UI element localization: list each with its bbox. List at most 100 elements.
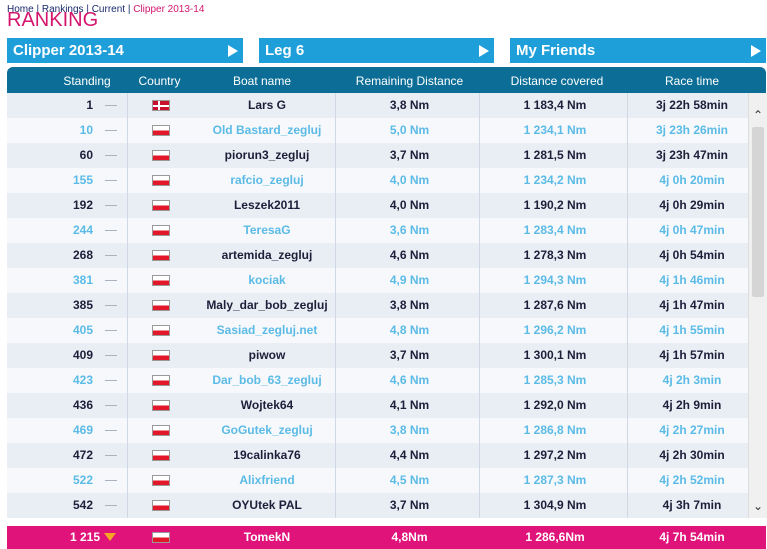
race-time-cell: 4j 2h 3min xyxy=(662,373,722,387)
standing-cell: 1 xyxy=(86,98,93,112)
table-row[interactable]: 10 Old Bastard_zegluj 5,0 Nm 1 234,1 Nm 3j 2… xyxy=(7,118,748,143)
race-time-cell: 4j 3h 7min xyxy=(662,498,722,512)
country-cell xyxy=(152,218,170,243)
col-race-time[interactable]: Race time xyxy=(664,74,720,88)
boat-name-cell[interactable]: rafcio_zegluj xyxy=(230,173,304,187)
breadcrumb-rankings[interactable]: Rankings xyxy=(41,4,84,15)
poland-flag-icon xyxy=(152,175,170,186)
boat-name-cell[interactable]: piwow xyxy=(248,348,286,362)
boat-name-cell[interactable]: Dar_bob_63_zegluj xyxy=(212,373,322,387)
table-row[interactable]: 409 piwow 3,7 Nm 1 300,1 Nm 4j 1h 57min xyxy=(7,343,748,368)
boat-name-cell[interactable]: Sasiad_zegluj.net xyxy=(216,323,318,337)
standing-cell: 469 xyxy=(72,423,93,437)
remaining-cell: 5,0 Nm xyxy=(389,123,430,137)
table-row[interactable]: 192 Leszek2011 4,0 Nm 1 190,2 Nm 4j 0h 29min xyxy=(7,193,748,218)
col-country[interactable]: Country xyxy=(138,74,181,88)
table-row[interactable]: 155 rafcio_zegluj 4,0 Nm 1 234,2 Nm 4j 0h 20… xyxy=(7,168,748,193)
covered-cell: 1 278,3 Nm xyxy=(523,248,587,262)
boat-name-cell[interactable]: artemida_zegluj xyxy=(221,248,313,262)
standing-cell: 409 xyxy=(72,348,93,362)
breadcrumb-current[interactable]: Current xyxy=(91,4,126,15)
covered-cell: 1 183,4 Nm xyxy=(523,98,587,112)
standing-cell: 542 xyxy=(72,498,93,512)
country-cell xyxy=(152,368,170,393)
poland-flag-icon xyxy=(152,300,170,311)
rank-change-icon xyxy=(105,130,117,131)
breadcrumb-sep: | xyxy=(125,4,134,15)
rank-change-icon xyxy=(105,455,117,456)
table-row[interactable]: 244 TeresaG 3,6 Nm 1 283,4 Nm 4j 0h 47min xyxy=(7,218,748,243)
race-time-cell: 4j 2h 27min xyxy=(659,423,725,437)
boat-name-cell[interactable]: Leszek2011 xyxy=(233,198,301,212)
poland-flag-icon xyxy=(152,225,170,236)
country-cell xyxy=(152,493,170,518)
table-row[interactable]: 423 Dar_bob_63_zegluj 4,6 Nm 1 285,3 Nm 4j 2… xyxy=(7,368,748,393)
country-cell xyxy=(152,118,170,143)
boat-name-cell[interactable]: Alixfriend xyxy=(239,473,295,487)
poland-flag-icon xyxy=(152,475,170,486)
filter-selector[interactable]: My Friends xyxy=(510,38,766,63)
boat-name-cell[interactable]: kociak xyxy=(248,273,286,287)
remaining-cell: 4,4 Nm xyxy=(389,448,430,462)
rank-change-icon xyxy=(105,230,117,231)
rank-down-icon xyxy=(104,533,116,541)
rank-change-icon xyxy=(105,405,117,406)
scroll-thumb[interactable] xyxy=(752,127,764,297)
leg-selector[interactable]: Leg 6 xyxy=(259,38,494,63)
country-cell xyxy=(152,243,170,268)
rank-change-icon xyxy=(105,330,117,331)
race-selector[interactable]: Clipper 2013-14 xyxy=(7,38,243,63)
race-selector-label: Clipper 2013-14 xyxy=(13,42,124,59)
covered-cell: 1 287,3 Nm xyxy=(523,473,587,487)
table-row[interactable]: 385 Maly_dar_bob_zegluj 3,8 Nm 1 287,6 Nm 4j… xyxy=(7,293,748,318)
poland-flag-icon xyxy=(152,532,170,543)
table-row[interactable]: 522 Alixfriend 4,5 Nm 1 287,3 Nm 4j 2h 52min xyxy=(7,468,748,493)
table-row[interactable]: 542 OYUtek PAL 3,7 Nm 1 304,9 Nm 4j 3h 7min xyxy=(7,493,748,518)
covered-cell: 1 285,3 Nm xyxy=(523,373,587,387)
country-cell xyxy=(152,193,170,218)
race-time-cell: 4j 0h 54min xyxy=(659,248,725,262)
boat-name-cell[interactable]: GoGutek_zegluj xyxy=(221,423,313,437)
table-row[interactable]: 381 kociak 4,9 Nm 1 294,3 Nm 4j 1h 46min xyxy=(7,268,748,293)
boat-name-cell[interactable]: Lars G xyxy=(247,98,286,112)
col-boat-name[interactable]: Boat name xyxy=(232,74,292,88)
rank-change-icon xyxy=(105,305,117,306)
remaining-cell: 3,8 Nm xyxy=(389,298,430,312)
rank-change-icon xyxy=(105,505,117,506)
standing-cell: 385 xyxy=(72,298,93,312)
country-cell xyxy=(152,168,170,193)
table-row[interactable]: 268 artemida_zegluj 4,6 Nm 1 278,3 Nm 4j 0h … xyxy=(7,243,748,268)
col-covered[interactable]: Distance covered xyxy=(510,74,604,88)
covered-cell: 1 283,4 Nm xyxy=(523,223,587,237)
filter-selector-label: My Friends xyxy=(516,42,596,59)
table-row[interactable]: 60 piorun3_zegluj 3,7 Nm 1 281,5 Nm 3j 23h 4… xyxy=(7,143,748,168)
boat-name-cell[interactable]: OYUtek PAL xyxy=(232,498,302,512)
col-remaining[interactable]: Remaining Distance xyxy=(355,74,464,88)
boat-name-cell[interactable]: Old Bastard_zegluj xyxy=(212,123,322,137)
boat-name-cell[interactable]: Wojtek64 xyxy=(240,398,294,412)
table-row[interactable]: 469 GoGutek_zegluj 3,8 Nm 1 286,8 Nm 4j 2h 2… xyxy=(7,418,748,443)
breadcrumb-race: Clipper 2013-14 xyxy=(133,4,205,15)
remaining-cell: 4,0 Nm xyxy=(389,198,430,212)
table-header: Standing Country Boat name Remaining Dis… xyxy=(7,67,766,93)
boat-name-cell[interactable]: Maly_dar_bob_zegluj xyxy=(206,298,328,312)
poland-flag-icon xyxy=(152,450,170,461)
my-boat-row[interactable]: 1 215 TomekN 4,8Nm 1 286,6Nm 4j 7h 54min xyxy=(7,526,766,549)
boat-name-cell[interactable]: 19calinka76 xyxy=(233,448,301,462)
boat-name-cell[interactable]: piorun3_zegluj xyxy=(224,148,310,162)
race-time-cell: 3j 22h 58min xyxy=(655,98,729,112)
table-row[interactable]: 405 Sasiad_zegluj.net 4,8 Nm 1 296,2 Nm 4j 1… xyxy=(7,318,748,343)
table-row[interactable]: 472 19calinka76 4,4 Nm 1 297,2 Nm 4j 2h 30mi… xyxy=(7,443,748,468)
my-boat-name: TomekN xyxy=(243,530,291,544)
standing-cell: 423 xyxy=(72,373,93,387)
breadcrumb-home[interactable]: Home xyxy=(7,4,34,15)
table-row[interactable]: 436 Wojtek64 4,1 Nm 1 292,0 Nm 4j 2h 9min xyxy=(7,393,748,418)
table-scrollbar[interactable]: ⌃ ⌄ xyxy=(748,93,767,518)
col-standing[interactable]: Standing xyxy=(63,74,111,88)
table-row[interactable]: 1 Lars G 3,8 Nm 1 183,4 Nm 3j 22h 58min xyxy=(7,93,748,118)
covered-cell: 1 234,2 Nm xyxy=(523,173,587,187)
scroll-up-icon[interactable]: ⌃ xyxy=(752,108,764,122)
boat-name-cell[interactable]: TeresaG xyxy=(243,223,291,237)
breadcrumb-sep: | xyxy=(33,4,42,15)
scroll-down-icon[interactable]: ⌄ xyxy=(752,499,764,513)
